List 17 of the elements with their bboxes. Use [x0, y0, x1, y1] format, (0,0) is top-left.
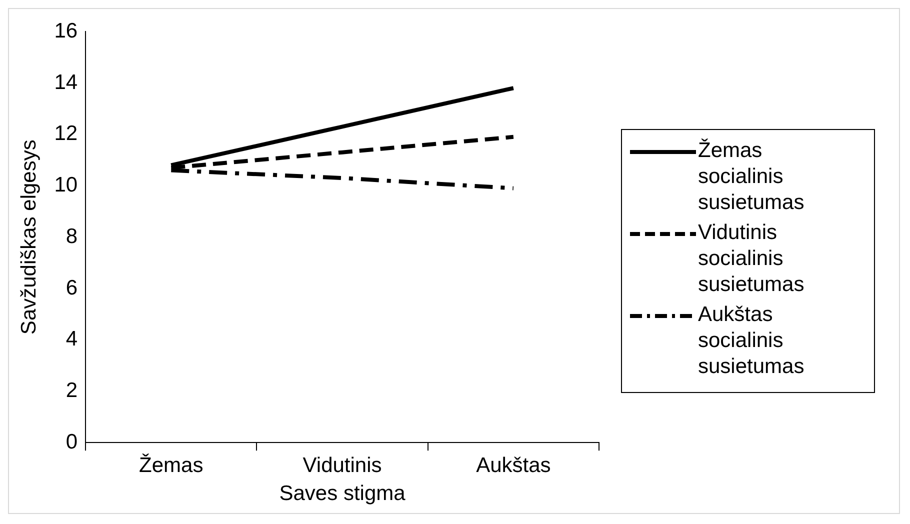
x-tick-label: Žemas [139, 452, 204, 477]
legend-label: Aukštas socialinis susietumas [698, 302, 806, 380]
legend-label: Vidutinis socialinis susietumas [698, 220, 806, 298]
y-tick-label: 12 [54, 122, 78, 146]
y-tick-label: 4 [66, 328, 78, 351]
legend-label: Žemas socialinis susietumas [698, 138, 806, 216]
y-tick-label: 0 [66, 430, 78, 454]
y-axis-title: Savžudiškas elgesys [17, 140, 40, 335]
x-tick-label: Aukštas [476, 454, 551, 477]
y-tick-label: 10 [54, 174, 78, 197]
y-tick-label: 8 [66, 224, 78, 248]
x-axis-title: Saves stigma [279, 482, 406, 506]
y-tick-label: 6 [66, 276, 78, 300]
x-tick-label: Vidutinis [302, 454, 382, 477]
y-tick-label: 16 [54, 19, 78, 42]
y-tick-label: 14 [54, 70, 78, 94]
y-tick-label: 2 [66, 379, 78, 402]
